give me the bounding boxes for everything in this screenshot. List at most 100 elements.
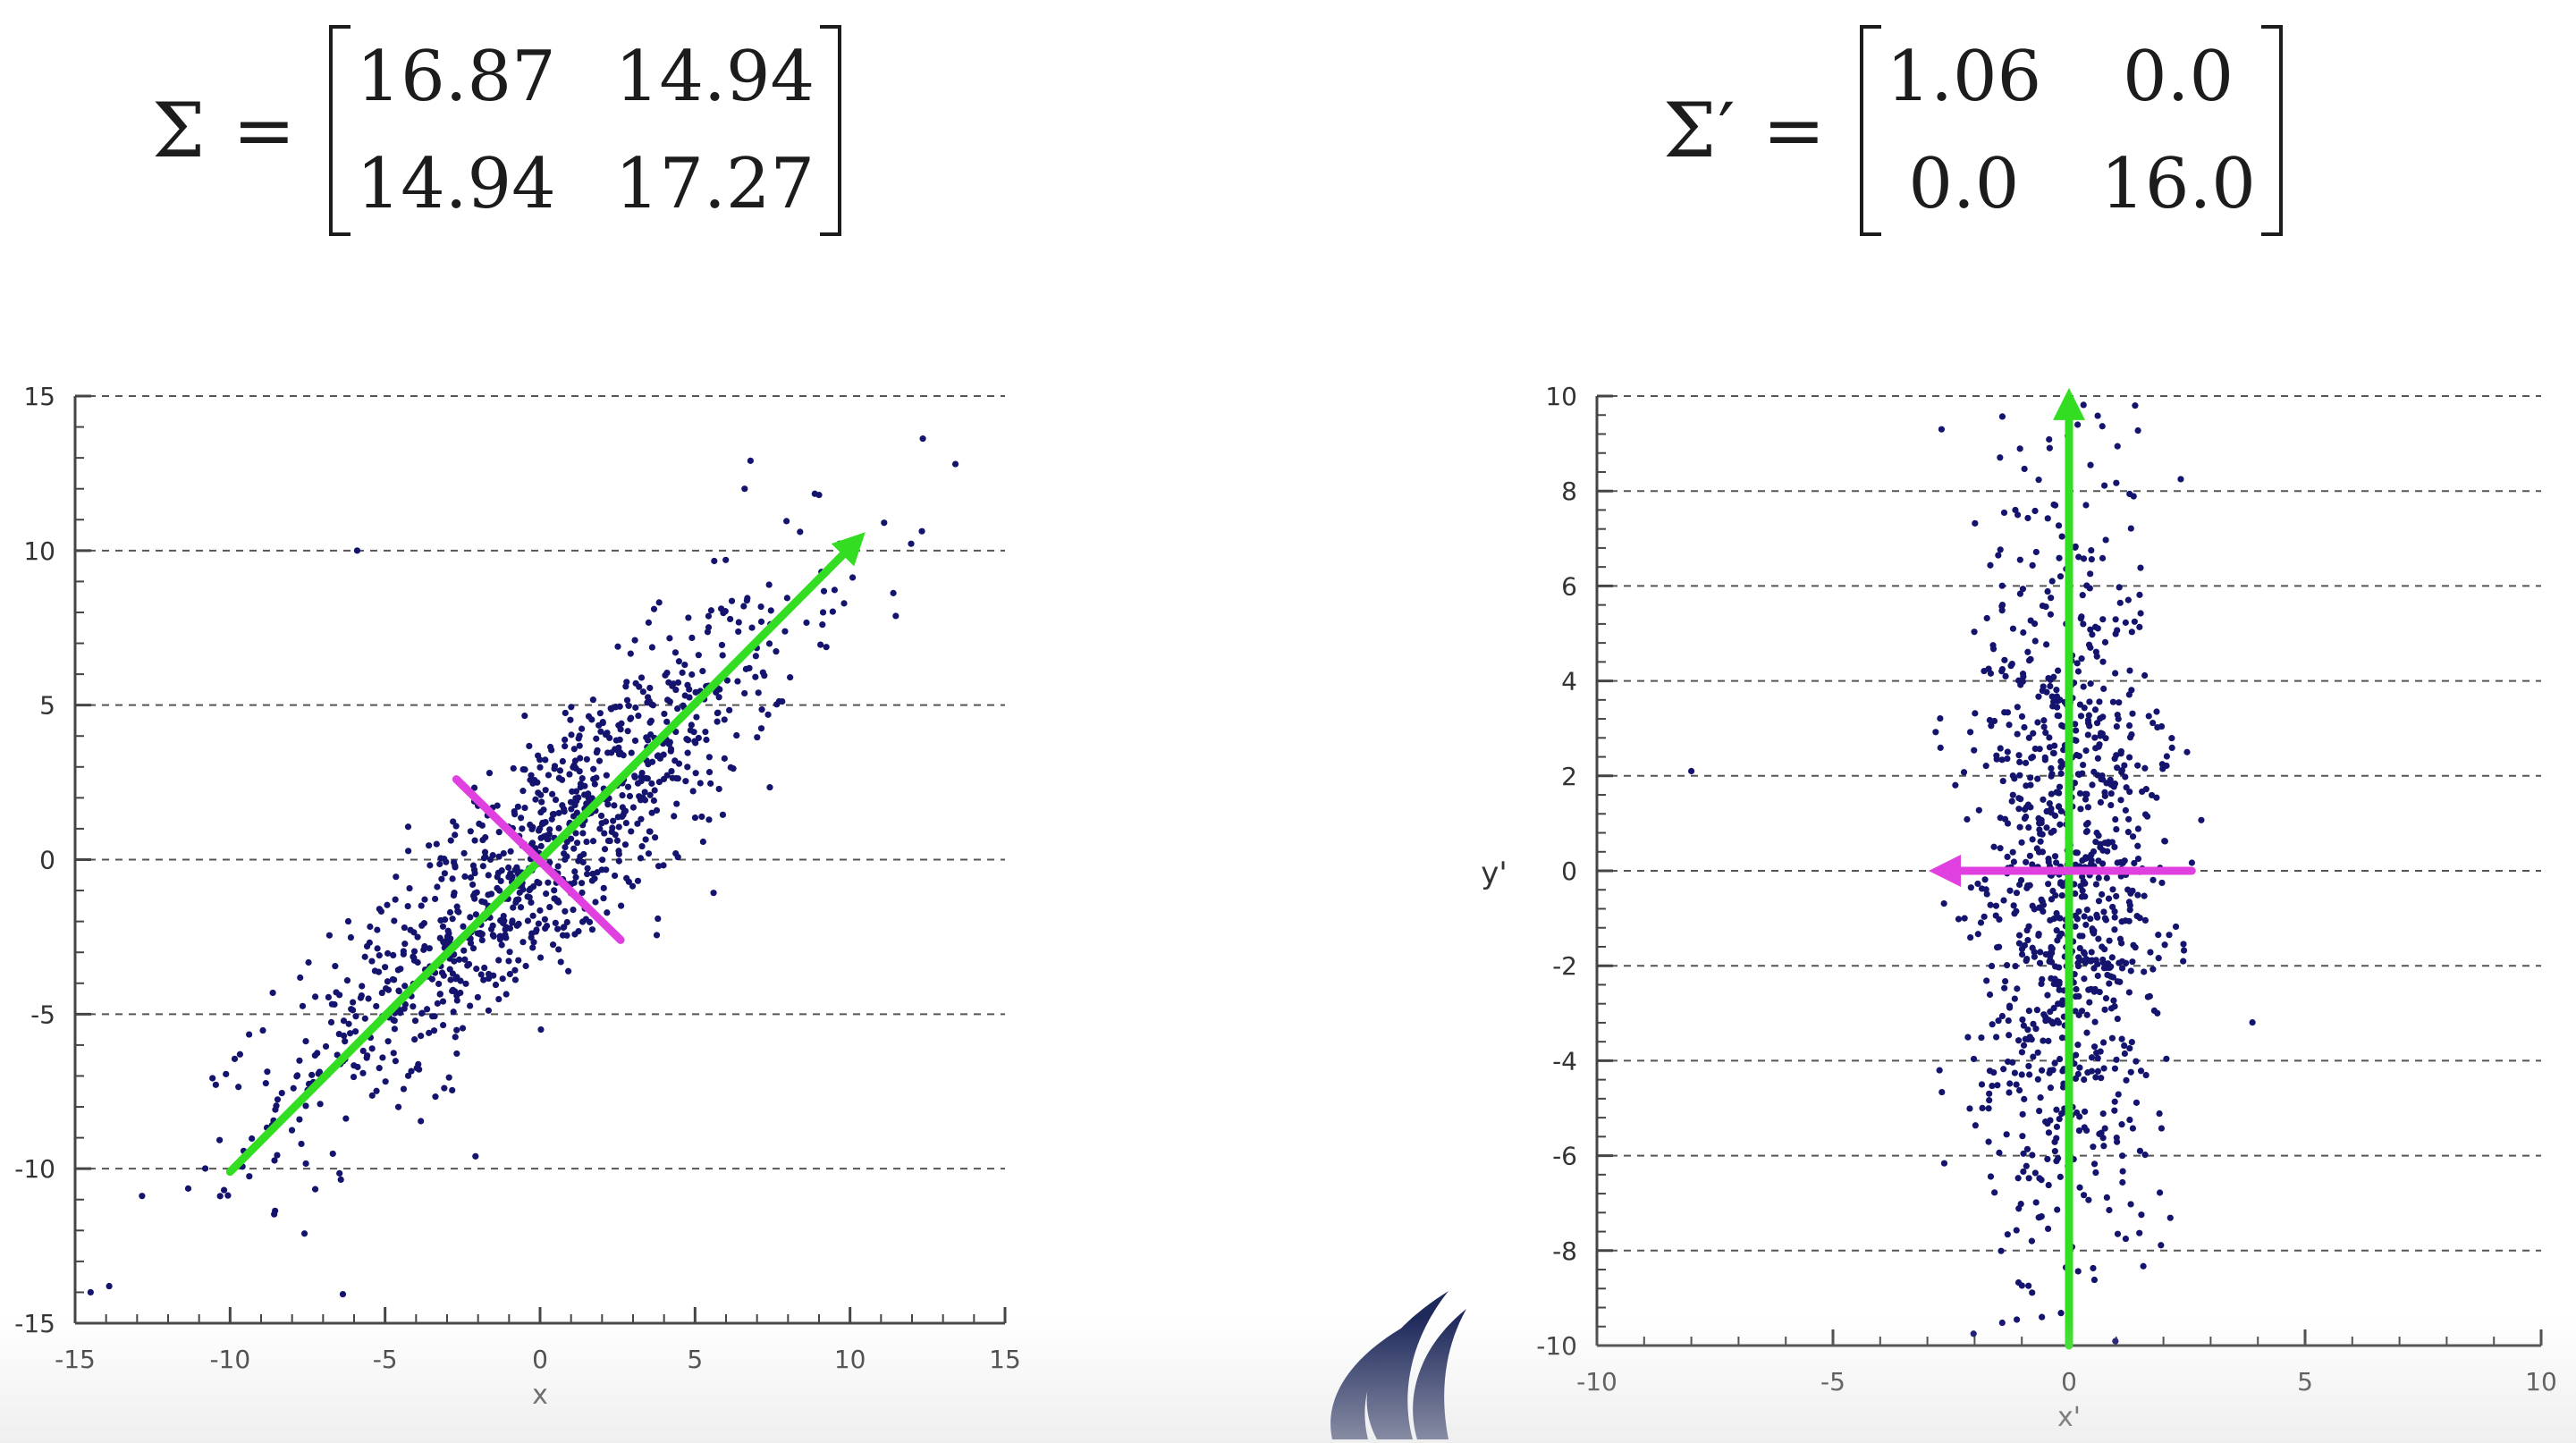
- scatter-point: [2009, 625, 2017, 632]
- scatter-points: [1688, 401, 2256, 1345]
- scatter-point: [705, 769, 714, 776]
- scatter-point: [2044, 1225, 2052, 1233]
- scatter-point: [2053, 789, 2060, 796]
- scatter-point: [469, 862, 477, 869]
- scatter-point: [2020, 629, 2027, 637]
- scatter-point: [692, 739, 699, 747]
- scatter-point: [472, 911, 479, 918]
- scatter-point: [2156, 1189, 2164, 1196]
- scatter-point: [393, 873, 400, 881]
- scatter-point: [522, 962, 529, 970]
- scatter-point: [2123, 1076, 2130, 1084]
- scatter-point: [638, 815, 645, 823]
- scatter-point: [106, 1282, 113, 1290]
- scatter-point: [2114, 1015, 2121, 1023]
- scatter-point: [337, 1176, 344, 1183]
- scatter-point: [2048, 693, 2056, 700]
- scatter-point: [364, 1052, 371, 1059]
- scatter-point: [515, 896, 522, 903]
- scatter-point: [2080, 401, 2087, 409]
- scatter-point: [1970, 1055, 1978, 1063]
- scatter-point: [628, 749, 635, 756]
- scatter-point: [397, 966, 404, 973]
- scatter-point: [452, 823, 460, 830]
- scatter-point: [890, 589, 897, 596]
- scatter-point: [2083, 906, 2090, 914]
- scatter-point: [596, 825, 604, 832]
- scatter-point: [404, 1072, 412, 1079]
- scatter-point: [404, 823, 412, 831]
- scatter-point: [641, 797, 649, 804]
- scatter-point: [608, 828, 615, 836]
- scatter-point: [2023, 858, 2030, 865]
- scatter-point: [445, 1074, 452, 1081]
- scatter-point: [613, 837, 621, 844]
- scatter-point: [2023, 1162, 2030, 1169]
- matrix-cell: 16.0: [2100, 144, 2256, 224]
- scatter-point: [498, 867, 505, 874]
- scatter-point: [2077, 713, 2085, 720]
- scatter-point: [411, 1017, 419, 1025]
- scatter-point: [470, 784, 478, 791]
- scatter-point: [2034, 1049, 2041, 1056]
- scatter-point: [2072, 890, 2079, 898]
- scatter-point: [660, 862, 667, 869]
- scatter-point: [688, 671, 696, 679]
- scatter-point: [246, 1031, 253, 1038]
- scatter-point: [2043, 641, 2050, 648]
- y-tick-label: -10: [14, 1154, 55, 1184]
- scatter-point: [2116, 584, 2123, 591]
- scatter-point: [2040, 796, 2047, 803]
- covariance-matrix-left: Σ = 16.87 14.94 14.94 17.27: [152, 20, 841, 241]
- scatter-point: [614, 643, 621, 650]
- scatter-point: [2011, 1069, 2018, 1076]
- scatter-point: [2100, 1143, 2107, 1150]
- scatter-point: [1997, 546, 2004, 553]
- scatter-point: [293, 1073, 300, 1080]
- scatter-point: [311, 1186, 319, 1193]
- scatter-point: [2022, 1035, 2029, 1042]
- scatter-point: [1988, 962, 1996, 970]
- scatter-point: [519, 825, 526, 832]
- scatter-point: [641, 789, 648, 796]
- scatter-point: [2014, 730, 2021, 738]
- scatter-point: [2016, 772, 2023, 779]
- scatter-point: [651, 787, 658, 794]
- scatter-point: [2053, 909, 2060, 917]
- scatter-point: [2044, 992, 2051, 999]
- scatter-chart-rotated: -10 -8 -6 -4 -2 0 2 4 6 8 10 -10 -5 0 5 10 x' y': [1481, 382, 2557, 1433]
- scatter-point: [418, 1118, 425, 1125]
- scatter-point: [2026, 1071, 2033, 1078]
- scatter-point: [2056, 1055, 2064, 1063]
- scatter-point: [638, 777, 645, 785]
- scatter-point: [2057, 1310, 2065, 1317]
- scatter-point: [2093, 1049, 2100, 1057]
- scatter-point: [2091, 623, 2099, 630]
- scatter-point: [410, 953, 417, 960]
- scatter-point: [707, 780, 714, 787]
- scatter-point: [592, 899, 599, 906]
- scatter-point: [249, 1135, 256, 1143]
- scatter-point: [2042, 1118, 2049, 1126]
- scatter-point: [2049, 1067, 2057, 1074]
- scatter-point: [599, 857, 606, 864]
- scatter-point: [570, 746, 578, 753]
- x-axis-label: x: [532, 1380, 548, 1411]
- scatter-point: [2106, 937, 2113, 944]
- scatter-point: [2084, 1069, 2091, 1076]
- scatter-point: [2035, 477, 2042, 484]
- scatter-point: [1936, 1067, 1943, 1074]
- scatter-point: [2076, 1064, 2083, 1071]
- scatter-point: [1978, 1034, 1985, 1042]
- scatter-point: [302, 1160, 309, 1168]
- scatter-point: [2143, 813, 2151, 820]
- scatter-point: [2025, 1282, 2032, 1289]
- y-tick-label: 0: [39, 846, 55, 875]
- scatter-point: [2046, 744, 2054, 751]
- scatter-point: [382, 1078, 389, 1085]
- scatter-point: [2048, 790, 2055, 797]
- scatter-point: [2025, 823, 2032, 831]
- scatter-point: [2024, 514, 2031, 522]
- scatter-point: [2031, 507, 2039, 515]
- scatter-point: [519, 788, 527, 795]
